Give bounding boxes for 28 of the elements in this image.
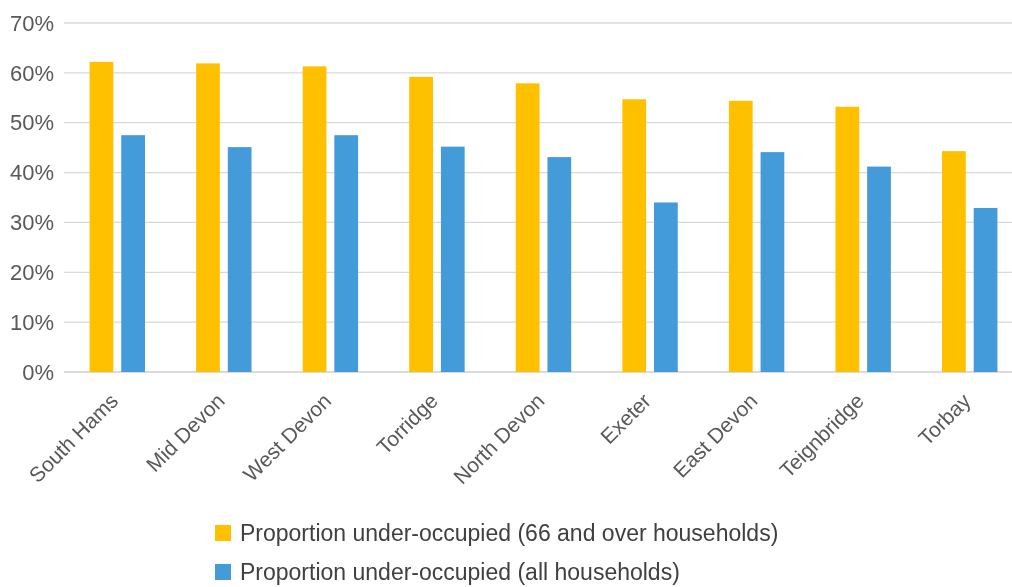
legend-label: Proportion under-occupied (all households) — [240, 558, 680, 585]
bar — [973, 207, 998, 372]
bar — [835, 106, 860, 372]
bar — [547, 157, 572, 372]
y-tick-label: 60% — [9, 60, 54, 86]
legend-label: Proportion under-occupied (66 and over households) — [240, 519, 779, 546]
y-tick-label: 50% — [9, 110, 54, 136]
bar — [89, 61, 114, 372]
y-tick-label: 0% — [22, 359, 54, 385]
bar — [867, 166, 891, 372]
bar — [409, 76, 433, 372]
y-tick-label: 40% — [9, 160, 54, 186]
bar — [440, 146, 465, 372]
bar — [121, 135, 145, 372]
bar — [654, 202, 678, 372]
bar — [728, 100, 753, 372]
bar — [302, 66, 327, 372]
y-tick-label: 70% — [9, 10, 54, 36]
bar — [515, 83, 540, 372]
bar — [760, 152, 785, 372]
bar — [334, 135, 359, 372]
bar — [622, 99, 647, 372]
y-tick-label: 30% — [9, 210, 54, 236]
bar — [942, 151, 966, 372]
y-tick-label: 20% — [9, 259, 54, 285]
bar — [227, 147, 252, 372]
bar — [196, 63, 220, 372]
y-tick-label: 10% — [9, 309, 54, 335]
